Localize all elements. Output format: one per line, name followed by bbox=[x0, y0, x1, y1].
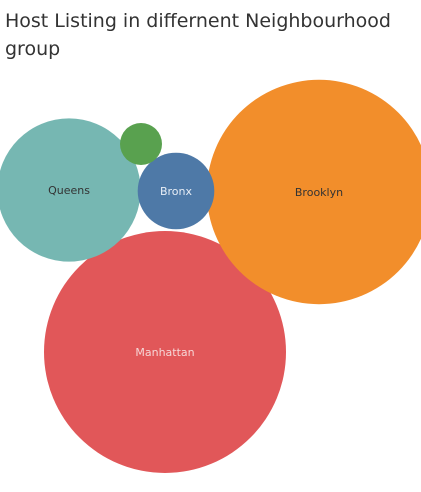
bubble-label-manhattan: Manhattan bbox=[135, 346, 194, 359]
bubble-unlabeled[interactable] bbox=[120, 123, 162, 165]
bubble-bronx[interactable] bbox=[137, 152, 215, 230]
bubble-brooklyn[interactable] bbox=[206, 79, 421, 305]
bubble-label-brooklyn: Brooklyn bbox=[295, 186, 343, 199]
chart-title: Host Listing in differnent Neighbourhood… bbox=[5, 10, 391, 60]
bubble-label-bronx: Bronx bbox=[160, 185, 193, 198]
bubble-manhattan[interactable] bbox=[44, 231, 286, 473]
bubble-label-queens: Queens bbox=[48, 184, 90, 197]
bubble-queens[interactable] bbox=[0, 118, 141, 262]
